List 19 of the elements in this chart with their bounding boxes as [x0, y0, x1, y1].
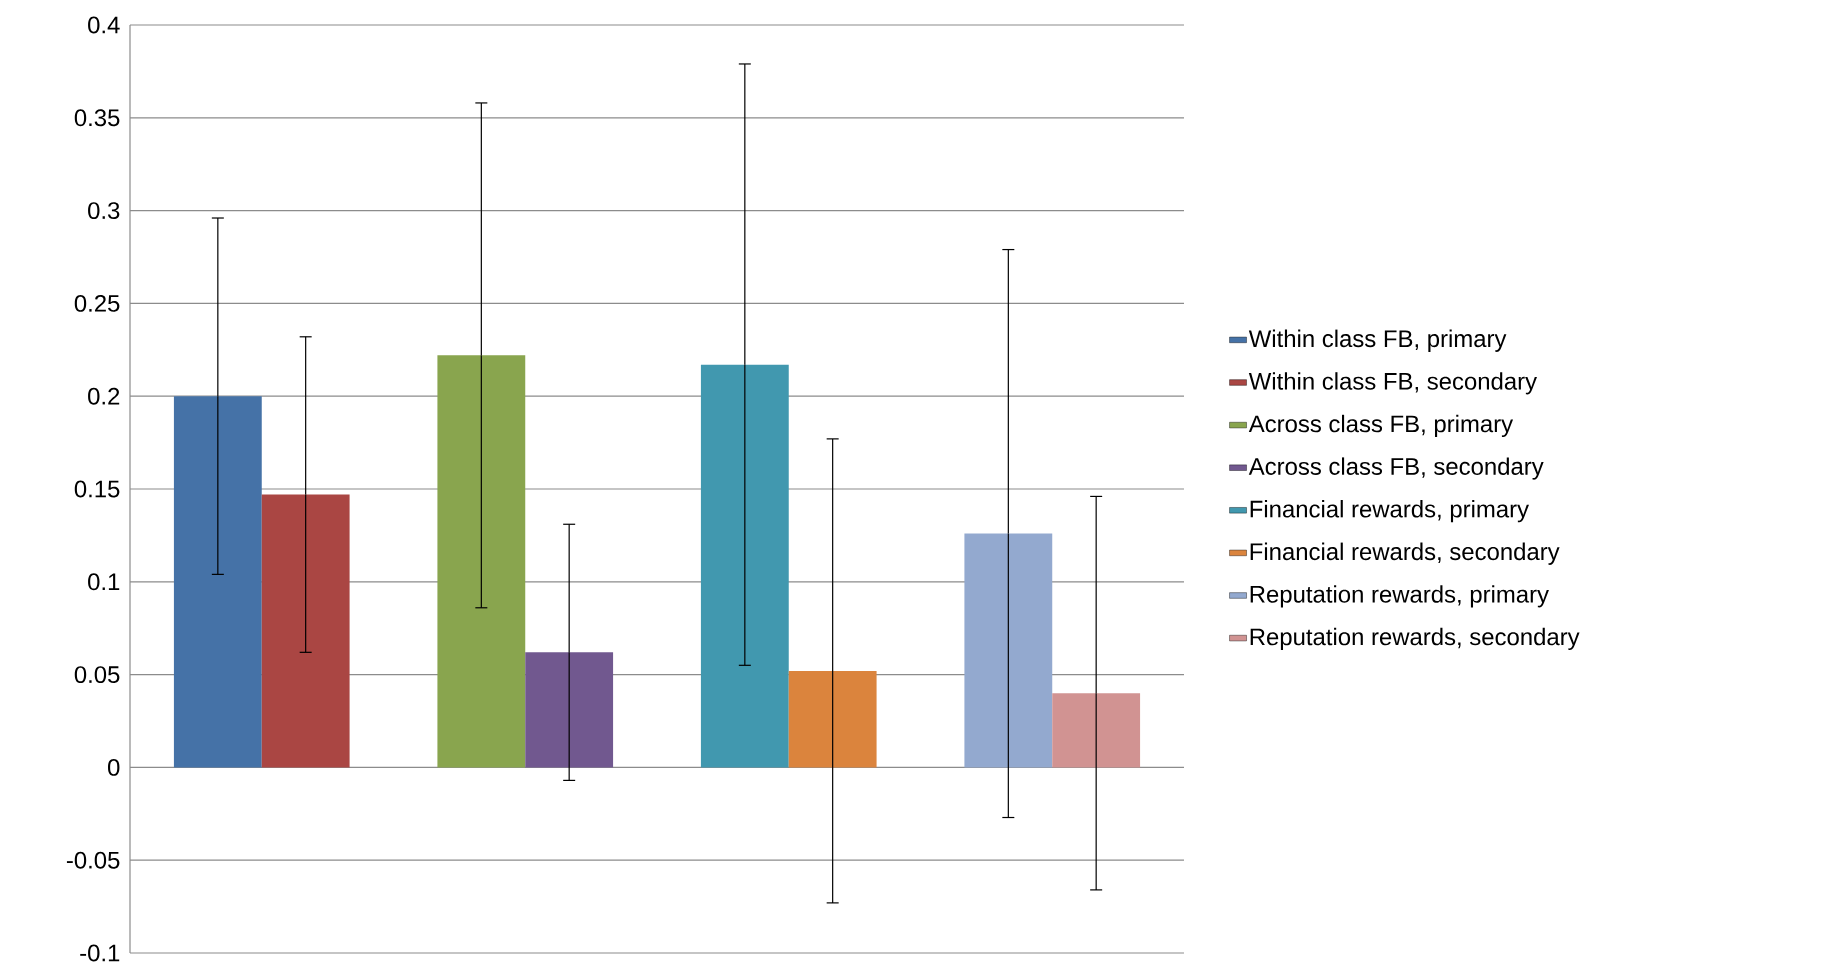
y-tick-label: 0.1	[88, 573, 120, 591]
legend-label: Within class FB, secondary	[1248, 372, 1537, 395]
y-tick-label: 0	[108, 758, 120, 776]
y-tick-label: -0.05	[66, 851, 120, 869]
y-tick-label: -0.1	[80, 944, 120, 962]
legend-label: Financial rewards, primary	[1250, 499, 1529, 523]
legend-label: Within class FB, primary	[1248, 329, 1507, 352]
y-tick-label: 0.3	[88, 202, 120, 220]
y-tick-label: 0.35	[74, 109, 120, 127]
legend-label: Reputation rewards, primary	[1250, 585, 1549, 608]
legend-label: Across class FB, primary	[1248, 414, 1514, 438]
y-tick-label: 0.4	[88, 16, 120, 34]
y-tick-label: 0.05	[74, 666, 120, 684]
legend-label: Across class FB, secondary	[1248, 457, 1544, 480]
y-tick-label: 0.2	[88, 387, 120, 405]
legend-label: Financial rewards, secondary	[1250, 542, 1560, 565]
y-tick-label: 0.25	[74, 294, 120, 312]
legend-label: Reputation rewards, secondary	[1250, 627, 1580, 651]
y-tick-label: 0.15	[74, 480, 120, 498]
